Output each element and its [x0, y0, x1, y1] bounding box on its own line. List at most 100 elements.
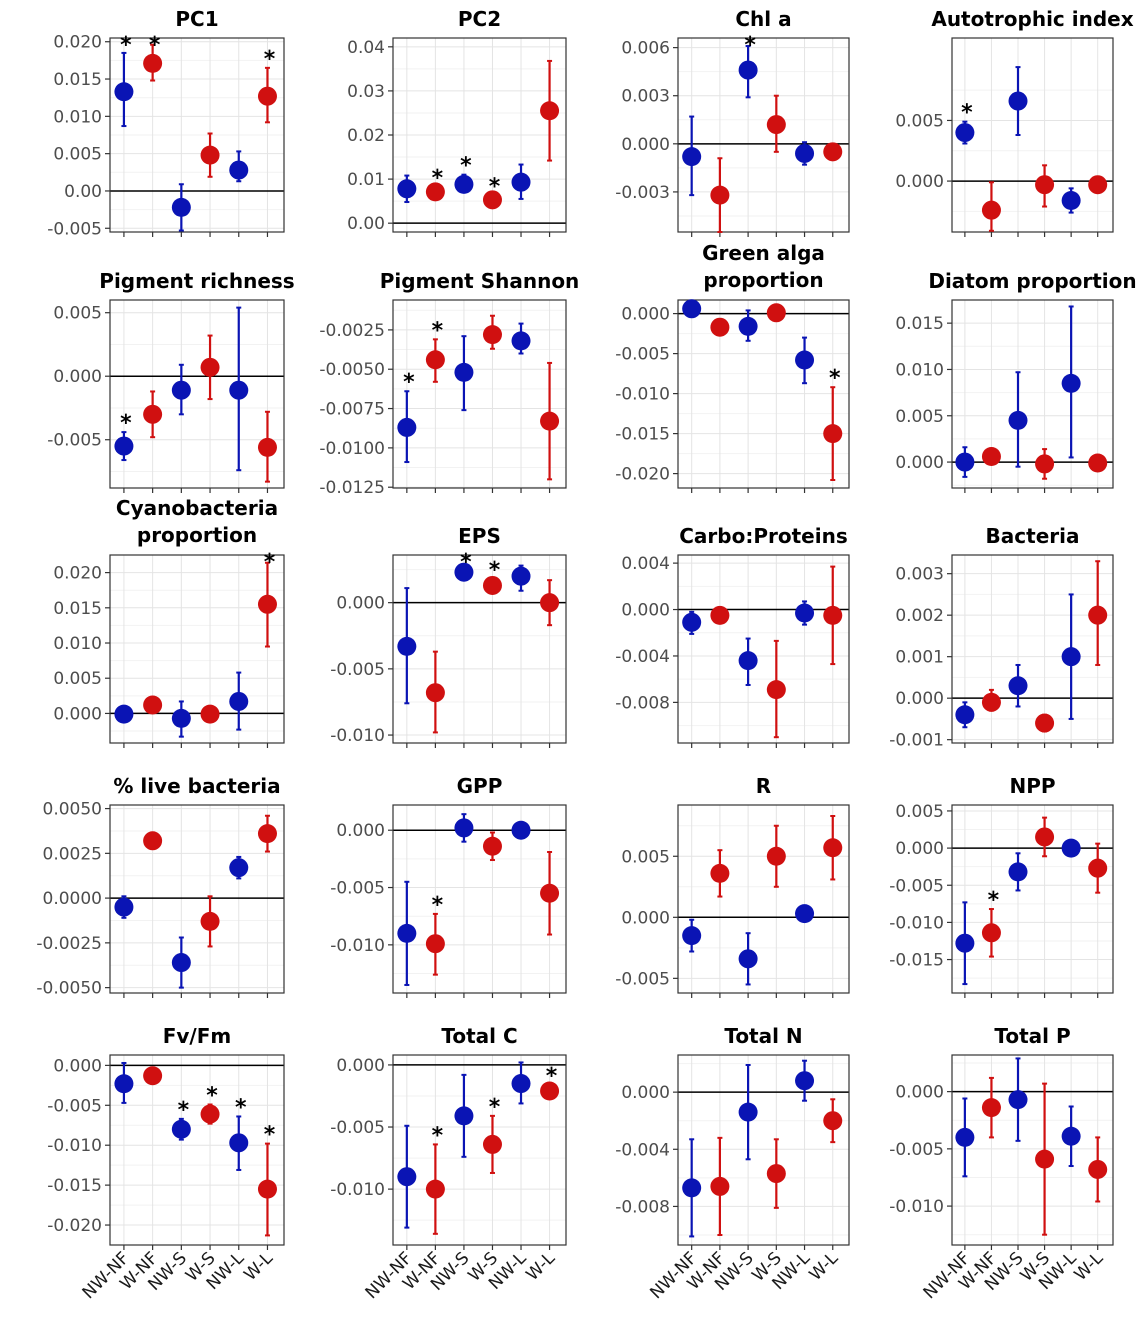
panel-frame [392, 554, 567, 744]
effect-point [200, 1104, 220, 1124]
y-tick-label: -0.001 [889, 731, 944, 751]
effect-point [171, 708, 191, 728]
panel-frame [677, 554, 850, 744]
significance-star: * [460, 154, 472, 179]
significance-star: * [489, 174, 501, 199]
y-tick-label: 0.000 [895, 1083, 944, 1103]
effect-point [1061, 373, 1081, 393]
y-tick-label: 0.004 [621, 554, 670, 574]
effect-point [1008, 862, 1028, 882]
significance-star: * [432, 318, 444, 343]
panel-pc1: PC1 -0.005 0.00 0.005 0.010 0.015 0.020 * * * [47, 7, 285, 239]
effect-point [710, 863, 730, 883]
panel-title: GPP [457, 774, 503, 798]
effect-point [511, 331, 531, 351]
panel-frame [677, 804, 850, 994]
effect-point [171, 197, 191, 217]
panel-title: NPP [1009, 774, 1055, 798]
effect-point [200, 145, 220, 165]
panel-title: Green alga [702, 241, 825, 265]
effect-point [682, 926, 702, 946]
panel-frame [109, 804, 285, 994]
effect-point [454, 174, 474, 194]
y-tick-label: -0.010 [889, 913, 944, 933]
effect-point [171, 1119, 191, 1139]
effect-point [229, 1133, 249, 1153]
effect-point [1008, 1090, 1028, 1110]
y-tick-label: 0.005 [621, 847, 670, 867]
effect-point [114, 436, 134, 456]
effect-point [511, 820, 531, 840]
effect-point [397, 923, 417, 943]
y-tick-label: -0.010 [330, 726, 385, 746]
y-tick-label: 0.001 [895, 648, 944, 668]
panel-total-c: Total C-0.010-0.0050.000NW-NFW-NFNW-SW-S… [330, 1024, 567, 1303]
y-tick-label: 0.000 [53, 1056, 102, 1076]
effect-point [710, 1176, 730, 1196]
effect-point [425, 350, 445, 370]
panel-frame [392, 1054, 567, 1246]
effect-point [425, 683, 445, 703]
panel-frame [109, 554, 285, 744]
y-tick-label: -0.005 [330, 879, 385, 899]
effect-point [454, 818, 474, 838]
effect-point [682, 147, 702, 167]
significance-star: * [829, 366, 841, 391]
y-tick-label: 0.003 [895, 565, 944, 585]
x-tick-label: W-L [1071, 1248, 1108, 1285]
effect-point [397, 636, 417, 656]
significance-star: * [264, 550, 276, 575]
y-tick-label: 0.000 [621, 1083, 670, 1103]
effect-point [710, 185, 730, 205]
y-tick-label: -0.008 [615, 693, 670, 713]
y-tick-label: 0.04 [347, 38, 385, 58]
effect-point [257, 1179, 277, 1199]
effect-point [955, 705, 975, 725]
effect-point [114, 1074, 134, 1094]
effect-point [682, 299, 702, 319]
y-tick-label: -0.005 [330, 1118, 385, 1138]
effect-point [482, 190, 502, 210]
panel-title: Total P [994, 1024, 1070, 1048]
panel-frame [109, 299, 285, 489]
effect-point [955, 933, 975, 953]
effect-point [200, 357, 220, 377]
x-tick-label: W-L [806, 1248, 843, 1285]
effect-point [257, 86, 277, 106]
effect-point [540, 1081, 560, 1101]
significance-star: * [178, 1098, 190, 1123]
panel-npp: NPP -0.015 -0.010 -0.005 0.000 0.005 * [889, 774, 1114, 998]
effect-point [397, 179, 417, 199]
effect-point [425, 934, 445, 954]
y-tick-label: 0.000 [621, 601, 670, 621]
effect-point [823, 424, 843, 444]
y-tick-label: 0.02 [347, 126, 385, 146]
effect-point [766, 846, 786, 866]
significance-star: * [264, 1123, 276, 1148]
y-tick-label: 0.000 [621, 135, 670, 155]
effect-point [482, 1134, 502, 1154]
panel-title: Diatom proportion [928, 269, 1136, 293]
effect-point [511, 566, 531, 586]
y-tick-label: -0.020 [615, 465, 670, 485]
y-tick-label: -0.0050 [36, 979, 102, 999]
y-tick-label: -0.015 [615, 425, 670, 445]
y-tick-label: 0.000 [895, 839, 944, 859]
effect-point [482, 836, 502, 856]
y-tick-label: -0.005 [47, 219, 102, 239]
panel-title: R [756, 774, 771, 798]
panel-diatom-proportion: Diatom proportion 0.000 0.005 0.010 0.015 [895, 269, 1137, 493]
y-tick-label: 0.015 [53, 599, 102, 619]
effect-point [482, 325, 502, 345]
y-tick-label: -0.010 [330, 936, 385, 956]
effect-point [766, 1164, 786, 1184]
y-tick-label: 0.000 [336, 1056, 385, 1076]
effect-point [823, 605, 843, 625]
effect-point [738, 651, 758, 671]
significance-star: * [235, 1095, 247, 1120]
effect-point [1035, 713, 1055, 733]
y-tick-label: 0.000 [621, 908, 670, 928]
effect-point [1088, 605, 1108, 625]
effect-point [143, 695, 163, 715]
y-tick-label: 0.006 [621, 39, 670, 59]
